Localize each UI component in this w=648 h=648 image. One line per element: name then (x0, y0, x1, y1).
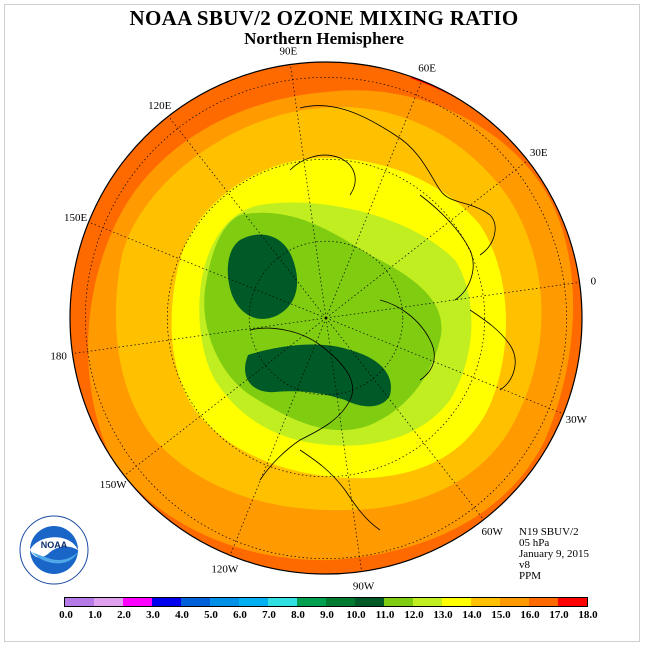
svg-text:NOAA: NOAA (41, 540, 68, 550)
colorbar-swatch (529, 598, 558, 606)
date-label: January 9, 2015 (519, 548, 589, 560)
meridian-line (229, 317, 327, 556)
colorbar-tick-label: 0.0 (59, 609, 73, 621)
coastlines (249, 105, 516, 531)
longitude-label: 30E (530, 147, 548, 159)
meridian-line (290, 64, 327, 319)
map-title: NOAA SBUV/2 OZONE MIXING RATIO (129, 6, 519, 30)
meridian-line (325, 160, 528, 319)
colorbar-swatch (442, 598, 471, 606)
colorbar-tick-label: 15.0 (491, 609, 511, 621)
ozone-contours (70, 62, 582, 574)
meridian-line (124, 317, 327, 476)
colorbar-swatch (384, 598, 413, 606)
instrument-label: N19 SBUV/2 (519, 526, 579, 538)
colorbar-tick-label: 12.0 (404, 609, 424, 621)
colorbar-tick-label: 17.0 (549, 609, 569, 621)
colorbar-tick-label: 16.0 (520, 609, 540, 621)
colorbar-tick-label: 8.0 (291, 609, 305, 621)
meridian-line (325, 317, 564, 415)
colorbar-swatch (268, 598, 297, 606)
longitude-label: 120E (148, 100, 172, 112)
colorbar-tick-label: 10.0 (346, 609, 366, 621)
meridian-line (72, 317, 327, 354)
colorbar-swatch (413, 598, 442, 606)
colorbar-swatch (297, 598, 326, 606)
longitude-label: 150W (100, 479, 128, 491)
graticule (72, 64, 580, 572)
meridian-line (168, 116, 327, 319)
map-subtitle: Northern Hemisphere (244, 29, 404, 48)
longitude-labels: 90E 60E 30E 0 30W 60W 90W 120W 150W 180 150E 120E (50, 46, 596, 593)
meridian-line (325, 80, 423, 319)
map-boundary (69, 61, 583, 575)
colorbar-swatch (355, 598, 384, 606)
figure-frame (4, 4, 640, 642)
units-label: PPM (519, 570, 542, 582)
version-label: v8 (519, 559, 530, 571)
latitude-circle (166, 158, 486, 478)
colorbar (64, 597, 588, 607)
longitude-label: 180 (50, 351, 67, 363)
meridian-line (325, 317, 484, 520)
colorbar-tick-label: 7.0 (262, 609, 276, 621)
colorbar-ticks: 0.0 1.0 2.0 3.0 4.0 5.0 6.0 7.0 8.0 9.0 10.0 11.0 12… (0, 609, 648, 623)
colorbar-swatch (239, 598, 268, 606)
longitude-label: 120W (211, 563, 239, 575)
colorbar-tick-label: 11.0 (375, 609, 395, 621)
colorbar-swatch (558, 598, 587, 606)
colorbar-tick-label: 18.0 (578, 609, 598, 621)
latitude-circle (248, 240, 404, 396)
colorbar-tick-label: 3.0 (146, 609, 160, 621)
colorbar-tick-label: 13.0 (433, 609, 453, 621)
colorbar-swatch (152, 598, 181, 606)
longitude-label: 0 (591, 275, 597, 287)
longitude-label: 30W (566, 414, 588, 426)
meridian-line (325, 317, 362, 572)
pressure-level-label: 05 hPa (519, 537, 550, 549)
colorbar-tick-label: 2.0 (117, 609, 131, 621)
longitude-label: 90W (353, 580, 375, 592)
meridian-line (325, 282, 580, 319)
colorbar-tick-label: 9.0 (320, 609, 334, 621)
metadata-block: N19 SBUV/2 05 hPa January 9, 2015 v8 PPM (519, 527, 589, 582)
colorbar-swatch (181, 598, 210, 606)
colorbar-tick-label: 1.0 (88, 609, 102, 621)
colorbar-swatch (210, 598, 239, 606)
colorbar-swatch (471, 598, 500, 606)
longitude-label: 60E (418, 63, 436, 75)
colorbar-tick-label: 4.0 (175, 609, 189, 621)
colorbar-tick-label: 6.0 (233, 609, 247, 621)
colorbar-swatch (500, 598, 529, 606)
noaa-logo: NOAA (18, 514, 90, 586)
latitude-circle (85, 77, 567, 559)
colorbar-swatch (94, 598, 123, 606)
longitude-label: 60W (482, 526, 504, 538)
meridian-line (88, 221, 327, 319)
contour-9-10-north (227, 234, 298, 319)
colorbar-tick-label: 5.0 (204, 609, 218, 621)
colorbar-swatch (123, 598, 152, 606)
colorbar-swatch (65, 598, 94, 606)
longitude-label: 90E (280, 46, 298, 58)
contour-9-10-south (245, 344, 391, 407)
longitude-label: 150E (64, 212, 88, 224)
colorbar-tick-label: 14.0 (462, 609, 482, 621)
colorbar-swatch (326, 598, 355, 606)
